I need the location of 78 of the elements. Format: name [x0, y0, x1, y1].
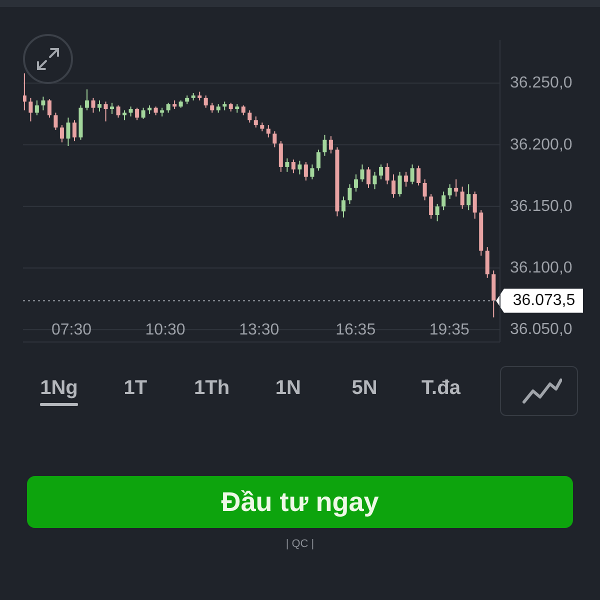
candlestick: [272, 130, 277, 148]
candlestick: [98, 100, 102, 112]
text: 1N: [275, 377, 301, 399]
candlestick: [91, 97, 96, 114]
candlestick: [310, 164, 314, 180]
candlestick: [166, 102, 170, 114]
candlestick: [354, 174, 358, 192]
candlestick: [379, 164, 384, 180]
x-tick-label: 13:30: [239, 322, 280, 338]
candlestick: [422, 178, 427, 201]
candlestick: [392, 174, 396, 198]
candlestick: [466, 184, 471, 211]
y-tick-label: 36.200,0: [510, 136, 572, 154]
candlestick: [110, 102, 114, 114]
text: | QC |: [286, 538, 314, 550]
candlestick: [454, 178, 458, 198]
candlestick: [141, 107, 146, 120]
y-tick-label: 36.050,0: [510, 321, 572, 338]
candlestick: [485, 246, 490, 278]
candlestick: [460, 186, 464, 210]
y-tick-label: 36.250,0: [510, 74, 572, 92]
candlestick: [416, 165, 421, 186]
x-tick-label: 10:30: [145, 322, 186, 338]
candlestick: [266, 124, 270, 138]
x-tick-label: 19:35: [429, 322, 470, 338]
candlestick: [448, 184, 452, 200]
candlestick: [128, 106, 133, 117]
candlestick: [241, 104, 246, 116]
candlestick: [385, 162, 390, 185]
candlestick: [248, 110, 252, 124]
text: 1T: [124, 377, 148, 399]
candlestick: [254, 116, 258, 128]
candlestick: [372, 171, 377, 190]
text: T.đa: [422, 377, 460, 399]
y-tick-label: 36.100,0: [510, 260, 572, 277]
candlestick: [429, 194, 434, 220]
x-tick-label: 07:30: [51, 322, 92, 338]
candlestick: [366, 166, 370, 188]
candlestick: [72, 120, 76, 142]
candlestick: [34, 100, 39, 116]
candlestick: [28, 97, 33, 122]
candlestick: [285, 158, 290, 172]
candlestick: [410, 164, 414, 185]
candlestick: [404, 171, 408, 188]
candlestick: [322, 134, 327, 156]
candlestick: [122, 110, 127, 121]
candlestick: [54, 112, 58, 130]
y-tick-label: 36.150,0: [510, 198, 572, 215]
candlestick: [442, 191, 446, 211]
candlestick: [360, 164, 364, 182]
candlestick: [298, 160, 302, 175]
text: 5N: [352, 377, 378, 399]
candlestick: [435, 203, 440, 222]
candlestick: [66, 117, 70, 147]
candlestick: [348, 184, 352, 204]
ref-line-label: 36.073,5: [512, 292, 576, 310]
text: Đầu tư ngay: [221, 486, 379, 518]
candlestick: [135, 107, 140, 121]
candlestick: [278, 140, 283, 172]
candlestick: [304, 162, 308, 182]
candlestick: [23, 72, 26, 111]
candlestick: [316, 149, 320, 172]
candlestick: [41, 96, 46, 111]
text: 1Ng: [40, 377, 78, 399]
candlestick: [204, 94, 208, 108]
candlestick: [116, 104, 120, 118]
candlestick: [210, 102, 214, 114]
text: 1Th: [194, 377, 230, 399]
x-tick-label: 16:35: [336, 322, 376, 338]
candlestick: [291, 159, 296, 174]
candlestick: [472, 191, 477, 220]
candlestick: [341, 196, 346, 218]
candlestick: [47, 98, 52, 118]
candlestick: [328, 136, 333, 154]
candlestick: [398, 171, 402, 198]
candlestick: [60, 124, 64, 143]
candlestick: [104, 101, 108, 122]
candlestick: [84, 88, 89, 111]
